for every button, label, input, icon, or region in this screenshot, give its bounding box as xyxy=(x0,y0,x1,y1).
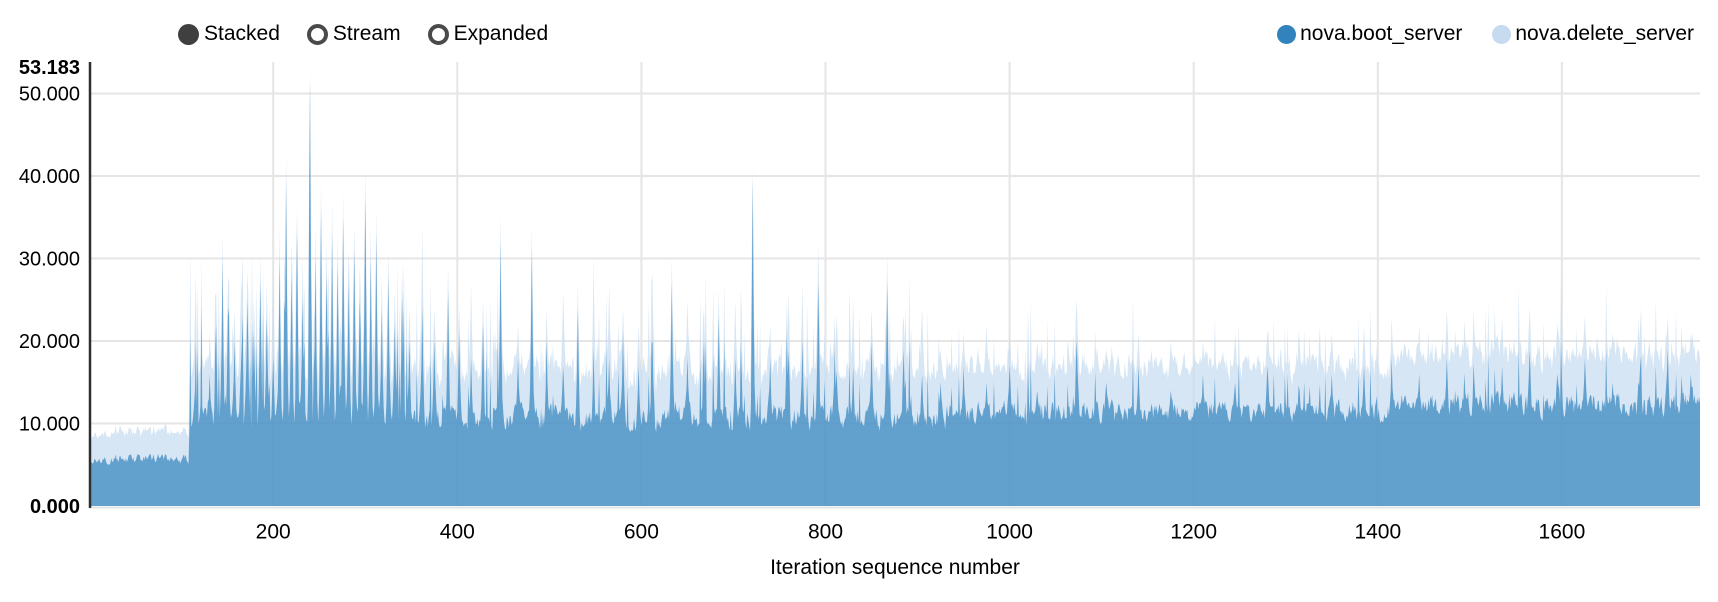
radio-stream[interactable]: Stream xyxy=(306,22,401,46)
legend-swatch-icon xyxy=(1492,24,1512,44)
radio-stream-label: Stream xyxy=(332,22,401,45)
area-delete-server xyxy=(90,67,1700,507)
x-tick-label: 1200 xyxy=(1170,520,1217,543)
y-tick-label: 0.000 xyxy=(30,496,80,518)
y-tick-label: 10.000 xyxy=(19,414,80,436)
radio-stacked[interactable]: Stacked xyxy=(178,22,280,46)
radio-stacked-label: Stacked xyxy=(204,22,280,45)
legend-item-delete-server[interactable]: nova.delete_server xyxy=(1492,22,1694,46)
style-radio-group: Stacked Stream Expanded xyxy=(178,22,548,46)
legend-label-boot-server: nova.boot_server xyxy=(1300,22,1463,45)
x-tick-label: 600 xyxy=(624,520,659,543)
radio-selected-icon xyxy=(178,23,199,45)
y-tick-label: 30.000 xyxy=(19,249,80,271)
legend-label-delete-server: nova.delete_server xyxy=(1515,22,1694,45)
chart-topbar: Stacked Stream Expanded nova.boot_server… xyxy=(0,0,1718,54)
x-tick-label: 1600 xyxy=(1539,520,1586,543)
x-tick-label: 200 xyxy=(256,520,291,543)
y-tick-label: 40.000 xyxy=(19,166,80,188)
legend-swatch-icon xyxy=(1277,24,1297,44)
x-tick-label: 800 xyxy=(808,520,843,543)
x-tick-label: 1400 xyxy=(1354,520,1401,543)
y-tick-label: 20.000 xyxy=(19,331,80,353)
x-tick-label: 400 xyxy=(440,520,475,543)
y-tick-label: 50.000 xyxy=(19,84,80,106)
legend-item-boot-server[interactable]: nova.boot_server xyxy=(1277,22,1462,46)
x-axis-title: Iteration sequence number xyxy=(770,556,1020,579)
x-tick-label: 1000 xyxy=(986,520,1033,543)
area-boot-server xyxy=(90,81,1700,506)
radio-expanded-label: Expanded xyxy=(453,22,549,45)
radio-expanded[interactable]: Expanded xyxy=(427,22,549,46)
radio-unselected-icon xyxy=(427,23,449,45)
chart-legend: nova.boot_server nova.delete_server xyxy=(1277,22,1694,46)
radio-unselected-icon xyxy=(306,23,328,45)
y-tick-label: 53.183 xyxy=(19,57,80,79)
